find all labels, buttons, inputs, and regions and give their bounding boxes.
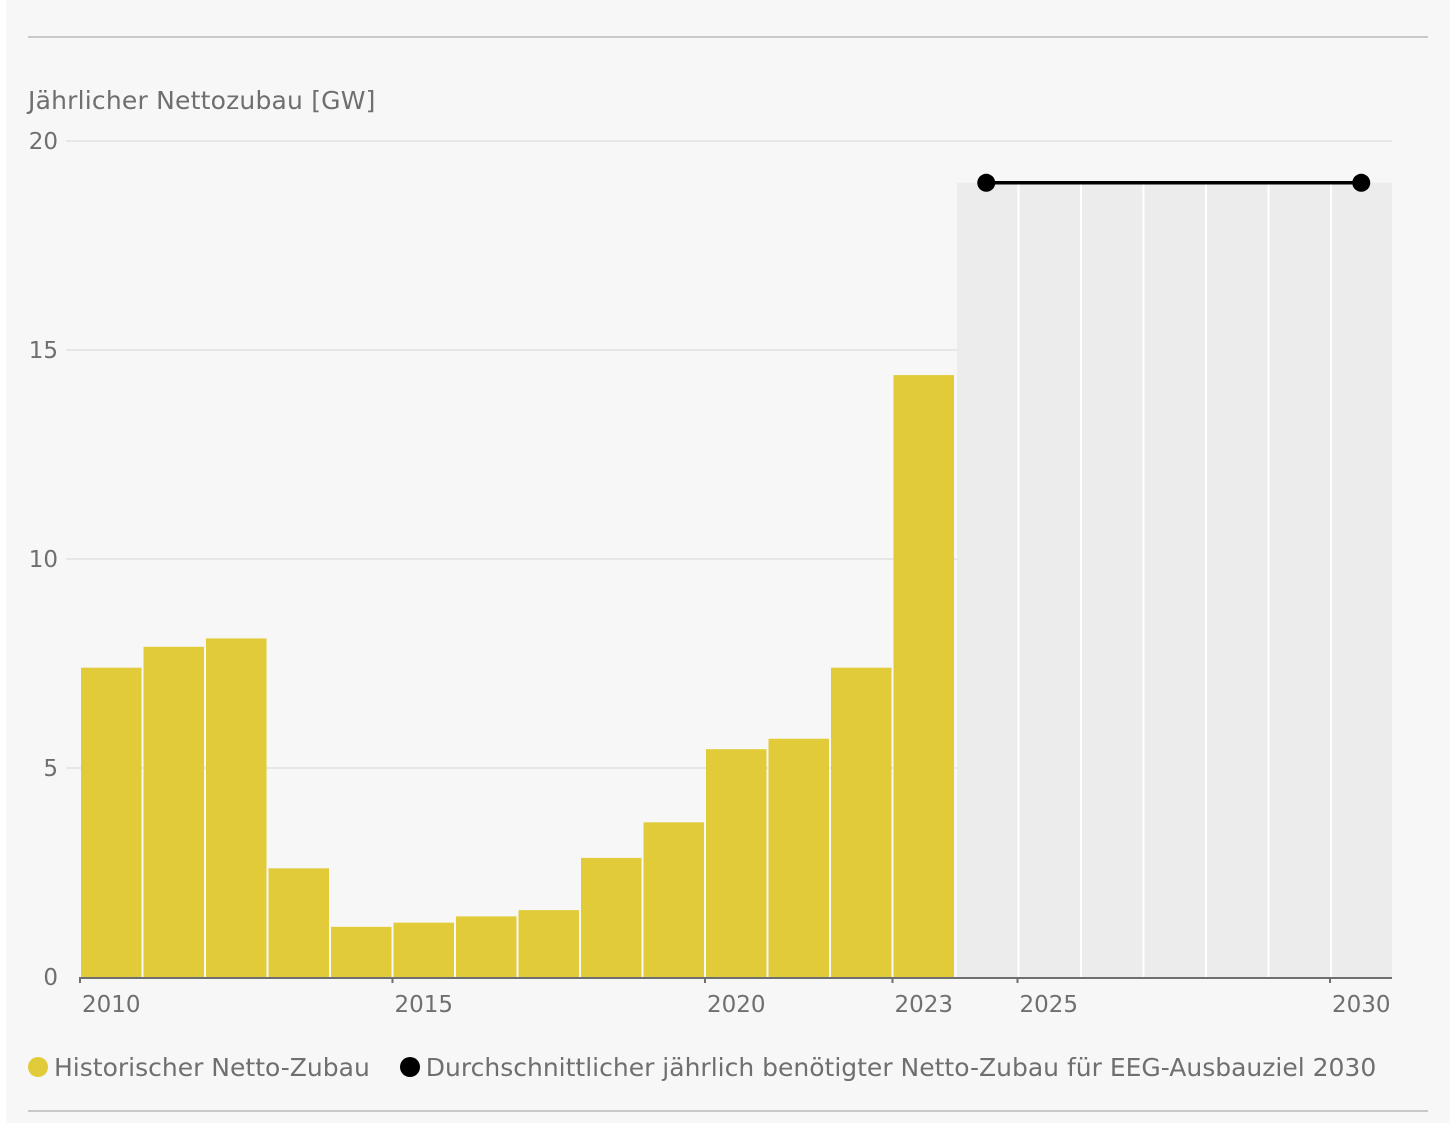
target-point-2030 (1352, 173, 1371, 192)
y-tick-label-10: 10 (29, 547, 58, 573)
x-tick-label-2020: 2020 (707, 992, 766, 1018)
x-tick-label-2023: 2023 (894, 992, 953, 1018)
x-tick-label-2025: 2025 (1019, 992, 1078, 1018)
y-tick-label-20: 20 (29, 129, 58, 155)
target-band (957, 182, 1392, 978)
x-tick-label-2015: 2015 (394, 992, 453, 1018)
bar-2021 (768, 738, 829, 977)
y-tick-label-0: 0 (43, 965, 58, 991)
bar-2022 (831, 667, 892, 977)
bar-2012 (206, 638, 267, 977)
y-axis-title: Jährlicher Nettozubau [GW] (28, 86, 376, 115)
legend-item-historical: Historischer Netto-Zubau (28, 1053, 370, 1082)
bar-2013 (268, 868, 329, 977)
legend-marker-target (399, 1057, 420, 1077)
legend-item-target: Durchschnittlicher jährlich benötigter N… (399, 1052, 1377, 1082)
y-tick-label-5: 5 (43, 756, 58, 782)
legend-label-historical: Historischer Netto-Zubau (54, 1052, 370, 1082)
x-tick-label-2030: 2030 (1332, 992, 1391, 1018)
bar-2010 (81, 667, 142, 977)
target-point-2024 (977, 173, 996, 192)
bar-2020 (706, 749, 767, 977)
bar-2011 (143, 646, 204, 977)
bar-2019 (643, 822, 704, 977)
x-tick-label-2010: 2010 (82, 992, 141, 1018)
legend-label-target: Durchschnittlicher jährlich benötigter N… (425, 1052, 1377, 1082)
top-divider (28, 36, 1428, 38)
bar-2014 (331, 926, 392, 977)
legend-marker-historical (28, 1057, 48, 1077)
y-tick-label-15: 15 (29, 338, 58, 364)
legend: Historischer Netto-Zubau Durchschnittlic… (28, 1050, 1406, 1084)
bar-2023 (893, 375, 954, 978)
bar-2018 (581, 857, 642, 977)
bar-2017 (518, 910, 579, 977)
bar-2015 (393, 922, 454, 977)
bar-2016 (456, 916, 517, 977)
bottom-divider (28, 1110, 1428, 1112)
